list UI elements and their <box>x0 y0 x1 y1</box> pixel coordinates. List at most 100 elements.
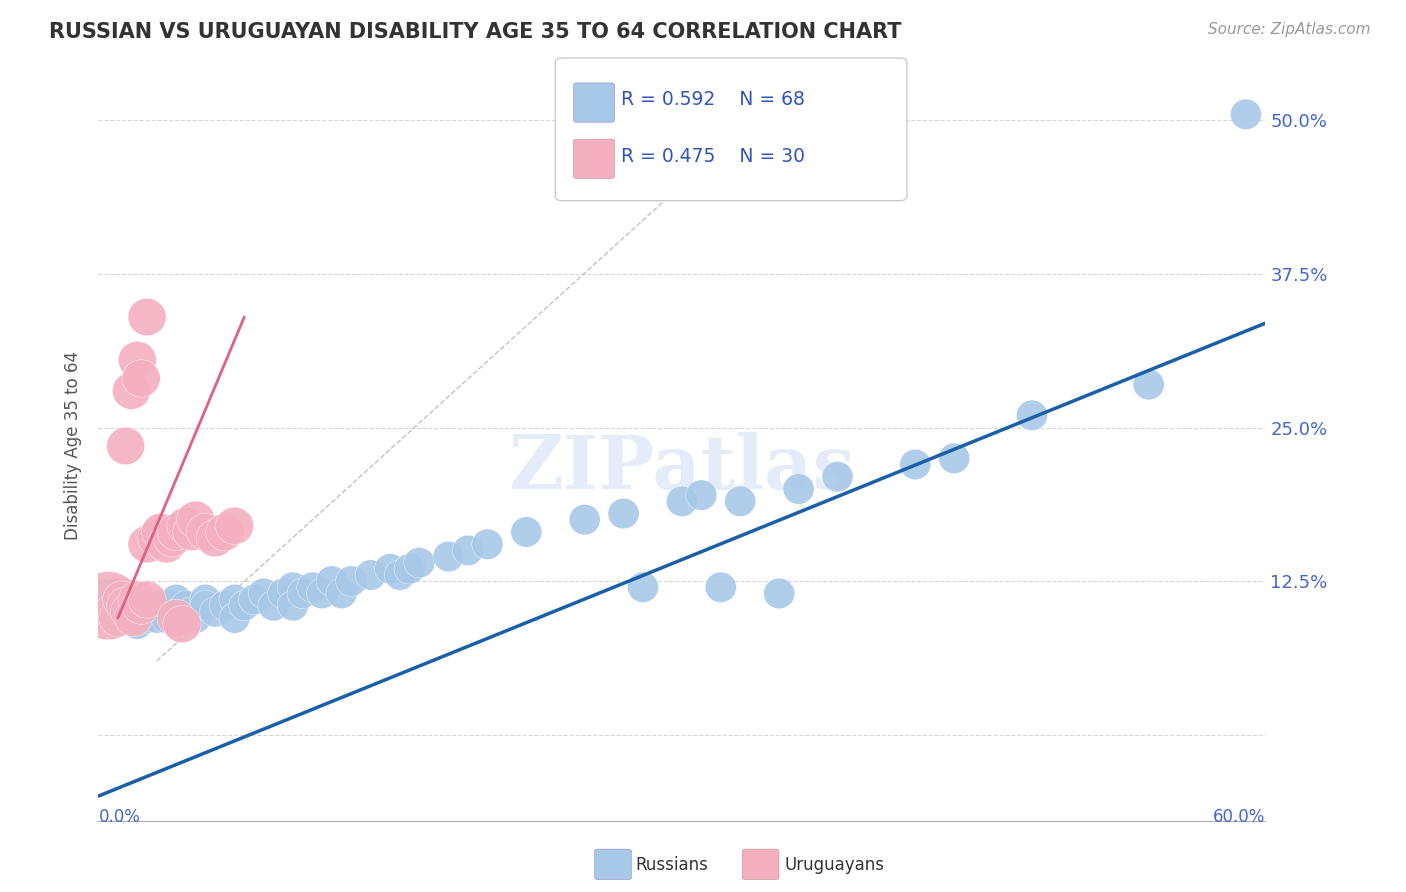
Ellipse shape <box>267 578 298 608</box>
Ellipse shape <box>163 606 201 643</box>
Ellipse shape <box>153 519 191 557</box>
Ellipse shape <box>404 548 434 578</box>
Text: 60.0%: 60.0% <box>1213 808 1265 826</box>
Ellipse shape <box>103 578 134 608</box>
Ellipse shape <box>453 535 484 566</box>
Ellipse shape <box>215 508 253 544</box>
Ellipse shape <box>316 566 347 597</box>
Ellipse shape <box>180 603 211 633</box>
Ellipse shape <box>190 584 221 615</box>
Ellipse shape <box>114 599 152 637</box>
Ellipse shape <box>142 513 180 550</box>
Ellipse shape <box>112 372 150 409</box>
Y-axis label: Disability Age 35 to 64: Disability Age 35 to 64 <box>65 351 83 541</box>
Ellipse shape <box>122 609 153 640</box>
Ellipse shape <box>112 597 143 627</box>
Ellipse shape <box>900 450 931 480</box>
Ellipse shape <box>374 554 406 584</box>
Ellipse shape <box>103 603 134 633</box>
Text: ZIPatlas: ZIPatlas <box>509 432 855 505</box>
Ellipse shape <box>128 298 166 335</box>
Text: R = 0.475    N = 30: R = 0.475 N = 30 <box>621 147 806 167</box>
Ellipse shape <box>118 342 156 379</box>
Ellipse shape <box>98 599 136 637</box>
Ellipse shape <box>433 541 464 572</box>
Ellipse shape <box>277 572 308 602</box>
Ellipse shape <box>170 591 201 621</box>
Ellipse shape <box>394 554 425 584</box>
Text: RUSSIAN VS URUGUAYAN DISABILITY AGE 35 TO 64 CORRELATION CHART: RUSSIAN VS URUGUAYAN DISABILITY AGE 35 T… <box>49 22 901 42</box>
Ellipse shape <box>122 359 160 397</box>
Ellipse shape <box>73 572 143 640</box>
Ellipse shape <box>103 581 141 618</box>
Ellipse shape <box>176 597 207 627</box>
Ellipse shape <box>98 597 129 627</box>
Ellipse shape <box>112 584 143 615</box>
Ellipse shape <box>157 599 195 637</box>
Ellipse shape <box>229 591 260 621</box>
Ellipse shape <box>219 584 250 615</box>
Ellipse shape <box>1133 369 1164 400</box>
Ellipse shape <box>148 525 186 563</box>
Ellipse shape <box>150 597 181 627</box>
Ellipse shape <box>82 579 135 632</box>
Ellipse shape <box>257 591 290 621</box>
Ellipse shape <box>195 519 235 557</box>
Ellipse shape <box>205 513 243 550</box>
Ellipse shape <box>666 486 697 516</box>
Ellipse shape <box>173 513 211 550</box>
Text: Russians: Russians <box>636 856 709 874</box>
Ellipse shape <box>297 572 328 602</box>
Ellipse shape <box>277 591 308 621</box>
Ellipse shape <box>384 560 415 591</box>
Ellipse shape <box>145 591 176 621</box>
Ellipse shape <box>287 578 318 608</box>
Ellipse shape <box>249 578 280 608</box>
Ellipse shape <box>686 480 717 510</box>
Ellipse shape <box>125 597 157 627</box>
Ellipse shape <box>607 499 640 529</box>
Ellipse shape <box>118 581 156 618</box>
Ellipse shape <box>122 591 153 621</box>
Ellipse shape <box>160 584 191 615</box>
Ellipse shape <box>138 597 169 627</box>
Ellipse shape <box>107 427 145 465</box>
Ellipse shape <box>823 461 853 492</box>
Ellipse shape <box>132 603 163 633</box>
Ellipse shape <box>326 578 357 608</box>
Ellipse shape <box>157 513 195 550</box>
Ellipse shape <box>107 591 138 621</box>
Text: Source: ZipAtlas.com: Source: ZipAtlas.com <box>1208 22 1371 37</box>
Ellipse shape <box>1230 99 1261 129</box>
Ellipse shape <box>138 519 176 557</box>
Ellipse shape <box>706 572 737 602</box>
Ellipse shape <box>128 525 166 563</box>
Ellipse shape <box>307 578 337 608</box>
Ellipse shape <box>356 560 387 591</box>
Text: Uruguayans: Uruguayans <box>785 856 884 874</box>
Ellipse shape <box>165 597 195 627</box>
Ellipse shape <box>128 581 166 618</box>
Ellipse shape <box>190 591 221 621</box>
Ellipse shape <box>472 529 503 559</box>
Ellipse shape <box>336 566 367 597</box>
Ellipse shape <box>167 508 205 544</box>
Ellipse shape <box>118 603 149 633</box>
Ellipse shape <box>141 603 173 633</box>
Ellipse shape <box>157 591 188 621</box>
Ellipse shape <box>200 597 231 627</box>
Ellipse shape <box>569 505 600 535</box>
Ellipse shape <box>122 587 160 624</box>
Ellipse shape <box>187 513 225 550</box>
Ellipse shape <box>239 584 270 615</box>
Ellipse shape <box>627 572 658 602</box>
Ellipse shape <box>177 501 215 539</box>
Ellipse shape <box>219 603 250 633</box>
Ellipse shape <box>108 603 139 633</box>
Ellipse shape <box>939 443 970 474</box>
Text: 0.0%: 0.0% <box>98 808 141 826</box>
Ellipse shape <box>1017 400 1047 431</box>
Ellipse shape <box>111 593 149 631</box>
Ellipse shape <box>150 603 181 633</box>
Ellipse shape <box>209 591 240 621</box>
